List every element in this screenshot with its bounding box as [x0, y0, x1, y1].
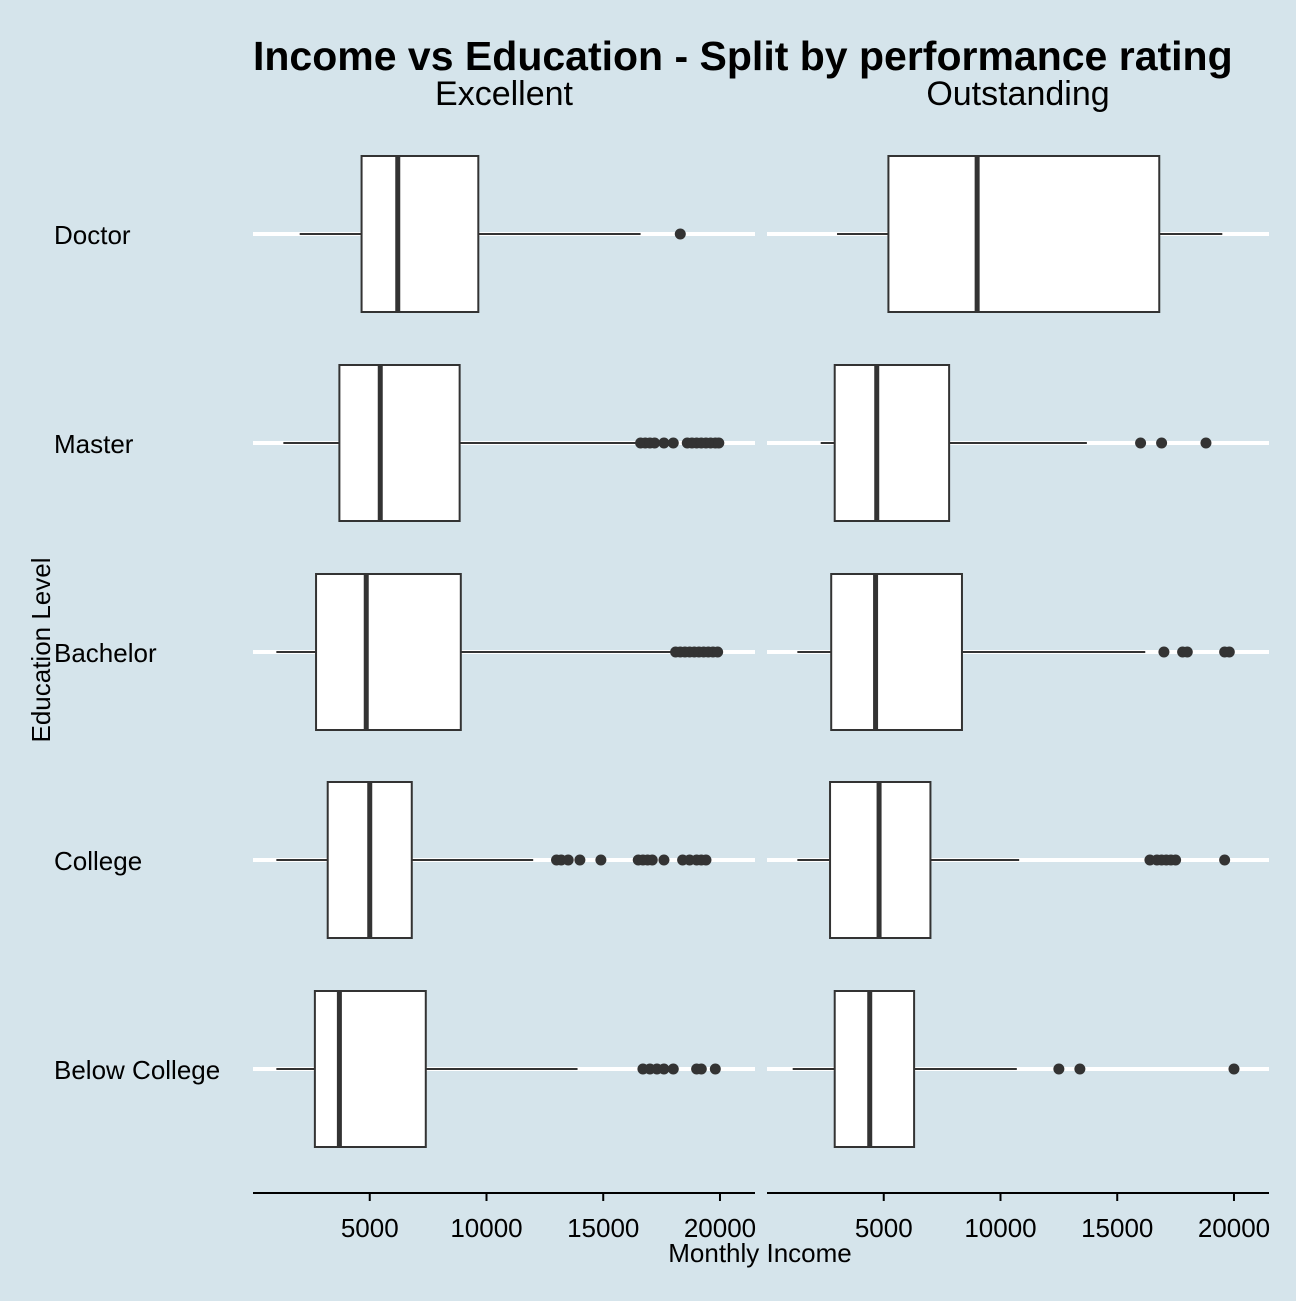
- box-iqr: [315, 573, 462, 731]
- x-tick-label-20000: 20000: [1198, 1213, 1270, 1243]
- x-tick-label-15000: 15000: [567, 1213, 639, 1243]
- box-excellent-doctor: [299, 155, 686, 313]
- outlier-point: [646, 854, 658, 866]
- panel-title-outstanding: Outstanding: [926, 75, 1109, 113]
- box-outstanding-master: [820, 364, 1212, 522]
- outlier-point: [649, 437, 661, 449]
- outlier-point: [712, 646, 724, 658]
- outlier-point: [1219, 854, 1231, 866]
- outlier-point: [1053, 1063, 1065, 1075]
- outlier-point: [595, 854, 607, 866]
- outlier-point: [1223, 646, 1235, 658]
- y-tick-label-doctor: Doctor: [54, 220, 131, 250]
- outlier-point: [700, 854, 712, 866]
- box-outstanding-college: [797, 781, 1231, 939]
- outlier-point: [574, 854, 586, 866]
- outlier-point: [1158, 646, 1170, 658]
- y-tick-label-college: College: [54, 846, 142, 876]
- box-iqr: [830, 573, 963, 731]
- outlier-point: [658, 437, 670, 449]
- x-tick-label-5000: 5000: [855, 1213, 913, 1243]
- box-excellent-bachelor: [276, 573, 724, 731]
- x-tick-label-10000: 10000: [964, 1213, 1036, 1243]
- box-iqr: [833, 364, 951, 522]
- outlier-point: [1200, 437, 1212, 449]
- outlier-point: [709, 1063, 721, 1075]
- x-tick-label-15000: 15000: [1081, 1213, 1153, 1243]
- x-axis-label: Monthly Income: [668, 1238, 852, 1268]
- outlier-point: [1074, 1063, 1086, 1075]
- box-excellent-college: [276, 781, 712, 939]
- outlier-point: [658, 854, 670, 866]
- panel-outstanding: Outstanding 5000 10000 15000 20000: [767, 75, 1270, 1243]
- x-tick-label-10000: 10000: [450, 1213, 522, 1243]
- box-excellent-master: [283, 364, 725, 522]
- panel-excellent: Excellent 5000 10000 15000 20000: [253, 75, 756, 1243]
- y-tick-labels: Doctor Master Bachelor College Below College: [54, 220, 220, 1085]
- panel-title-excellent: Excellent: [435, 75, 574, 113]
- outlier-point: [667, 1063, 679, 1075]
- x-tick-label-5000: 5000: [341, 1213, 399, 1243]
- outlier-point: [1156, 437, 1168, 449]
- outlier-point: [695, 1063, 707, 1075]
- box-iqr: [833, 990, 916, 1148]
- box-iqr: [313, 990, 427, 1148]
- x-tick-label-20000: 20000: [684, 1213, 756, 1243]
- outlier-point: [713, 437, 725, 449]
- chart-panels: Excellent 5000 10000 15000 20000 Outstanding 5…: [253, 75, 1270, 1243]
- outlier-point: [1181, 646, 1193, 658]
- box-outstanding-bachelor: [797, 573, 1235, 731]
- box-iqr: [360, 155, 480, 313]
- box-iqr: [338, 364, 461, 522]
- y-axis-label: Education Level: [26, 557, 56, 742]
- outlier-point: [674, 228, 686, 240]
- y-tick-label-master: Master: [54, 429, 134, 459]
- outlier-point: [667, 437, 679, 449]
- outlier-point: [562, 854, 574, 866]
- box-excellent-below-college: [276, 990, 721, 1148]
- chart-title: Income vs Education - Split by performan…: [253, 33, 1233, 79]
- y-tick-label-below-college: Below College: [54, 1055, 220, 1085]
- outlier-point: [658, 1063, 670, 1075]
- outlier-point: [1135, 437, 1147, 449]
- outlier-point: [1228, 1063, 1240, 1075]
- box-iqr: [887, 155, 1161, 313]
- box-outstanding-below-college: [792, 990, 1240, 1148]
- box-outstanding-doctor: [837, 155, 1223, 313]
- outlier-point: [1170, 854, 1182, 866]
- y-tick-label-bachelor: Bachelor: [54, 638, 157, 668]
